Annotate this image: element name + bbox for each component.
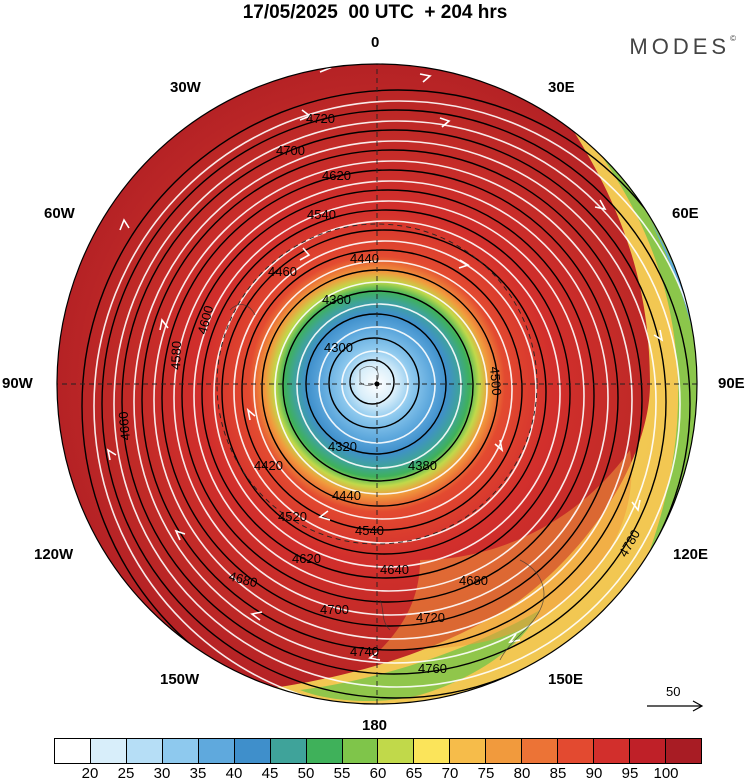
- streamline-arrowheads: [106, 61, 664, 661]
- legend-label: 75: [477, 765, 495, 782]
- contour-label: 4620: [322, 168, 351, 183]
- legend-swatch: [378, 739, 415, 763]
- contour-label: 4660: [116, 411, 133, 441]
- legend-swatch: [270, 739, 307, 763]
- contour-label: 4540: [355, 523, 384, 538]
- legend-swatch: [126, 739, 163, 763]
- lon-label-60w: 60W: [44, 205, 75, 222]
- contour-label: 4380: [408, 458, 437, 473]
- legend-swatch: [234, 739, 271, 763]
- contour-label: 4600: [194, 304, 216, 336]
- contour-label: 4300: [324, 340, 353, 355]
- contour-label-group: 4720 4700 4620 4540 4460 4440 4360 4300 …: [116, 111, 644, 676]
- legend-swatch: [306, 739, 343, 763]
- legend-swatch: [665, 739, 701, 763]
- legend-label: 50: [297, 765, 315, 782]
- reference-vector-label: 50: [666, 684, 681, 699]
- wind-streamlines: [93, 100, 697, 704]
- legend-swatch: [486, 739, 523, 763]
- contour-label: 4440: [350, 251, 379, 266]
- contour-label: 4700: [320, 602, 349, 617]
- brand-text: MODES: [629, 34, 731, 59]
- contour-label: 4680: [459, 573, 488, 588]
- chart-title: 17/05/2025 00 UTC + 204 hrs: [242, 2, 508, 23]
- legend-label: 100: [653, 765, 679, 782]
- lon-label-90e: 90E: [718, 375, 745, 392]
- contour-label: 4460: [268, 264, 297, 279]
- legend-label: 20: [81, 765, 99, 782]
- legend-label: 90: [585, 765, 603, 782]
- contour-label: 4760: [418, 661, 447, 676]
- lon-label-30e: 30E: [548, 79, 575, 96]
- legend-swatch: [594, 739, 630, 763]
- legend-label: 35: [189, 765, 207, 782]
- contour-label: 4320: [328, 439, 357, 454]
- contour-label: 4620: [292, 551, 321, 566]
- orange-band-se: [380, 450, 632, 650]
- contour-label: 4360: [322, 292, 351, 307]
- legend-swatch: [558, 739, 595, 763]
- contour-label: 4740: [350, 644, 379, 659]
- contour-label: 4700: [276, 143, 305, 158]
- contour-label: 4720: [416, 610, 445, 625]
- brand-copyright: ©: [730, 34, 736, 43]
- lon-label-90w: 90W: [2, 375, 33, 392]
- legend-label: 40: [225, 765, 243, 782]
- lon-label-30w: 30W: [170, 79, 201, 96]
- coastlines: [229, 304, 545, 661]
- contour-label: 4540: [307, 207, 336, 222]
- legend-swatch: [90, 739, 127, 763]
- legend-swatch: [630, 739, 666, 763]
- north-pole-marker: [374, 381, 380, 387]
- legend-swatch: [450, 739, 487, 763]
- contour-label: 4420: [254, 458, 283, 473]
- wind-speed-legend: [54, 738, 702, 764]
- legend-swatch: [162, 739, 199, 763]
- lon-label-60e: 60E: [672, 205, 699, 222]
- map-border: [56, 63, 698, 705]
- contour-label: 4720: [306, 111, 335, 126]
- polar-stereographic-map: 4720 4700 4620 4540 4460 4440 4360 4300 …: [56, 61, 698, 705]
- contour-label: 4640: [380, 562, 409, 577]
- legend-label: 70: [441, 765, 459, 782]
- legend-label: 55: [333, 765, 351, 782]
- legend-label: 30: [153, 765, 171, 782]
- legend-label: 85: [549, 765, 567, 782]
- legend-label: 25: [117, 765, 135, 782]
- contour-label: 4500: [487, 366, 504, 396]
- lon-label-120e: 120E: [673, 546, 709, 563]
- reference-vector-arrow: [647, 700, 704, 712]
- legend-label: 80: [513, 765, 531, 782]
- contour-label: 4580: [168, 341, 184, 370]
- legend-swatch: [55, 739, 91, 763]
- height-contours: [81, 89, 697, 704]
- legend-label: 65: [405, 765, 423, 782]
- brand-logo: MODES©: [629, 34, 736, 60]
- contour-label: 4680: [227, 568, 259, 590]
- contour-label: 4440: [332, 488, 361, 503]
- legend-swatch: [414, 739, 451, 763]
- legend-swatch: [198, 739, 235, 763]
- lon-label-150w: 150W: [160, 671, 200, 688]
- legend-label: 95: [621, 765, 639, 782]
- lon-label-180: 180: [362, 717, 388, 734]
- legend-labels: 20 25 30 35 40 45 50 55 60 65 70 75 80 85 90 95 100: [54, 765, 702, 782]
- legend-swatch: [342, 739, 379, 763]
- legend-label: 45: [261, 765, 279, 782]
- legend-swatch: [522, 739, 559, 763]
- lon-label-150e: 150E: [548, 671, 584, 688]
- contour-label: 4520: [278, 509, 307, 524]
- lon-label-0: 0: [371, 34, 380, 51]
- legend-label: 60: [369, 765, 387, 782]
- lon-label-120w: 120W: [34, 546, 74, 563]
